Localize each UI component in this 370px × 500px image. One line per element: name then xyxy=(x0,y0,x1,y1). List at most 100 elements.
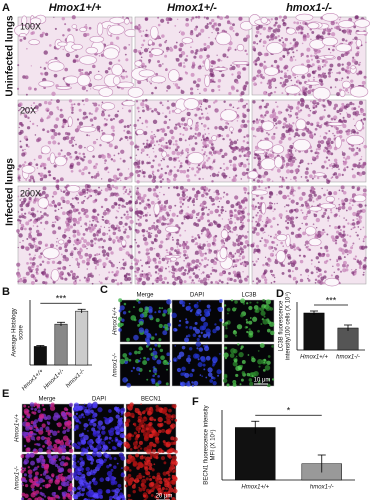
cell xyxy=(217,58,221,62)
cell xyxy=(208,139,213,145)
cell xyxy=(162,207,167,212)
cell xyxy=(46,449,52,455)
cell xyxy=(50,135,55,140)
cell xyxy=(129,124,132,126)
cell xyxy=(246,212,251,216)
cell xyxy=(141,228,146,233)
cell xyxy=(28,196,32,200)
cell xyxy=(323,270,327,274)
cell xyxy=(84,406,88,409)
cell xyxy=(173,406,176,409)
cell xyxy=(320,140,325,145)
cell xyxy=(74,405,80,412)
cell xyxy=(135,154,138,156)
cell xyxy=(188,347,193,351)
cell xyxy=(166,299,172,305)
cell xyxy=(33,243,36,246)
cell xyxy=(203,47,208,52)
cell xyxy=(225,327,228,330)
cell xyxy=(135,241,138,244)
cell xyxy=(154,354,158,359)
cell xyxy=(53,177,56,180)
alveolus xyxy=(260,157,277,171)
cell xyxy=(113,201,118,206)
cell xyxy=(158,271,160,273)
alveolus xyxy=(308,238,322,247)
cell xyxy=(192,333,197,337)
cell xyxy=(118,203,121,207)
cell xyxy=(302,37,307,42)
cell xyxy=(300,99,305,104)
cell xyxy=(248,378,253,382)
cell xyxy=(279,57,283,61)
cell xyxy=(192,272,196,275)
alveolus xyxy=(174,108,182,114)
cell xyxy=(148,156,150,158)
cell xyxy=(151,109,154,113)
cell xyxy=(281,92,284,95)
panel-label: E xyxy=(2,388,9,400)
cell xyxy=(199,205,201,207)
cell xyxy=(300,273,302,276)
cell xyxy=(191,381,194,384)
cell xyxy=(214,323,217,326)
cell xyxy=(295,180,297,182)
cell xyxy=(340,106,344,110)
cell xyxy=(166,223,169,226)
cell xyxy=(120,216,123,219)
cell xyxy=(281,155,283,158)
cell xyxy=(341,138,345,142)
cell xyxy=(290,178,292,181)
cell xyxy=(196,132,201,138)
cell xyxy=(102,262,107,267)
cell xyxy=(56,179,60,183)
cell xyxy=(201,167,204,169)
cell xyxy=(84,208,89,213)
cell xyxy=(306,59,311,64)
cell xyxy=(88,71,92,74)
cell xyxy=(173,173,178,178)
cell xyxy=(328,130,331,132)
cell xyxy=(161,428,166,433)
cell xyxy=(257,217,262,222)
cell xyxy=(61,473,64,476)
cell xyxy=(269,191,274,196)
cell xyxy=(353,107,357,111)
cell xyxy=(241,371,246,375)
cell xyxy=(46,117,49,120)
alveolus xyxy=(54,155,67,167)
cell xyxy=(300,52,304,57)
cell xyxy=(86,191,89,194)
cell xyxy=(69,237,71,239)
cell xyxy=(307,79,310,82)
cell xyxy=(164,420,167,423)
cell xyxy=(119,157,122,160)
cell xyxy=(261,76,265,80)
cell xyxy=(46,440,52,446)
cell xyxy=(180,89,183,92)
cell xyxy=(78,68,82,73)
cell xyxy=(287,75,292,80)
cell xyxy=(283,55,286,58)
cell xyxy=(46,260,50,265)
cell xyxy=(36,496,43,500)
cell xyxy=(235,307,237,310)
cell xyxy=(31,122,35,126)
cell xyxy=(274,21,278,25)
cell xyxy=(325,106,327,108)
cell xyxy=(297,109,301,113)
cell xyxy=(176,85,180,90)
cell xyxy=(225,15,230,19)
cell xyxy=(125,58,129,62)
alveolus xyxy=(19,33,27,37)
cell xyxy=(241,210,245,214)
cell xyxy=(191,187,196,191)
cell xyxy=(272,217,276,221)
cell xyxy=(124,412,130,418)
cell xyxy=(46,486,49,489)
cell xyxy=(240,91,245,96)
cell xyxy=(154,261,157,264)
cell xyxy=(253,305,259,310)
cell xyxy=(284,37,288,42)
cell xyxy=(137,323,141,327)
